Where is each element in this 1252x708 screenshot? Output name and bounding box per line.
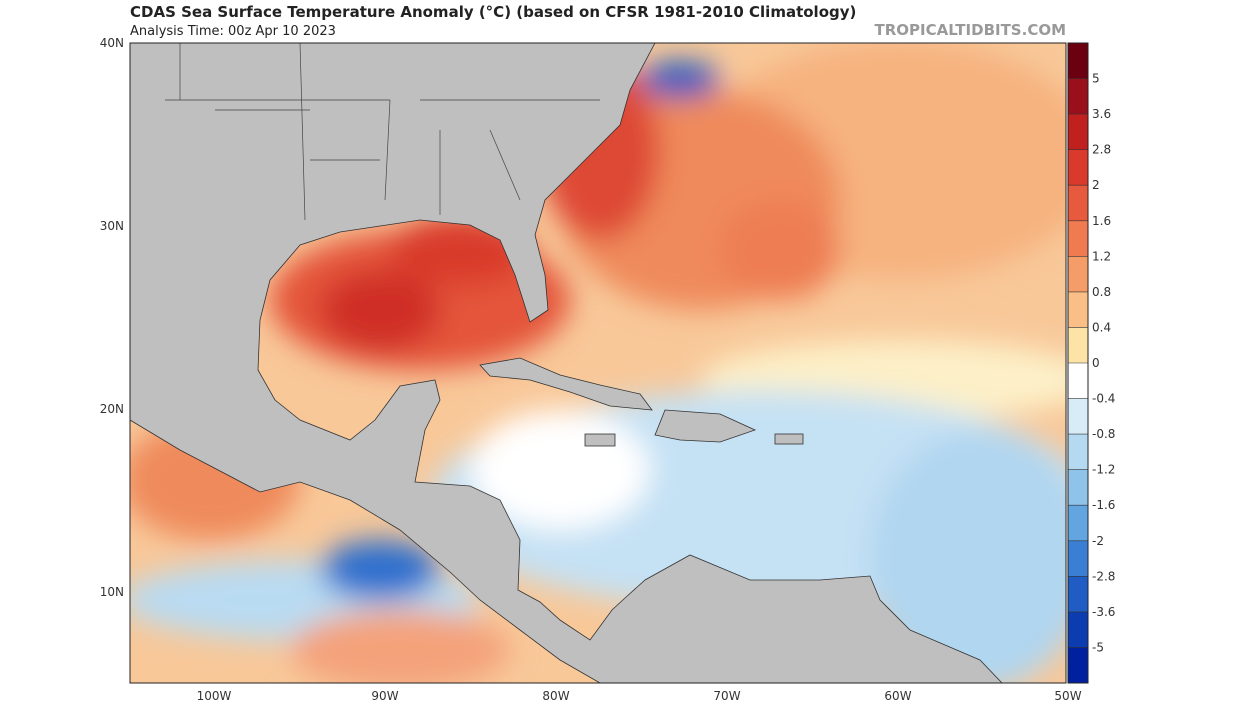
lon-label: 90W <box>371 689 398 703</box>
lat-label: 10N <box>100 585 124 599</box>
colorbar-tick-label: 5 <box>1092 72 1100 86</box>
colorbar-tick-label: -1.2 <box>1092 463 1115 477</box>
colorbar-band <box>1068 434 1088 471</box>
colorbar-band <box>1068 43 1088 80</box>
colorbar-tick-label: -0.4 <box>1092 392 1115 406</box>
colorbar-band <box>1068 256 1088 293</box>
colorbar-band <box>1068 291 1088 328</box>
colorbar-tick-label: -2 <box>1092 534 1104 548</box>
colorbar-tick-label: 0.4 <box>1092 320 1111 334</box>
lon-label: 70W <box>713 689 740 703</box>
colorbar-band <box>1068 540 1088 577</box>
lon-label: 60W <box>884 689 911 703</box>
colorbar-band <box>1068 576 1088 613</box>
lat-label: 30N <box>100 219 124 233</box>
watermark: TROPICALTIDBITS.COM <box>875 21 1067 39</box>
puerto-rico <box>774 433 804 445</box>
colorbar-band <box>1068 149 1088 186</box>
hispaniola <box>654 409 757 443</box>
colorbar-tick-label: -0.8 <box>1092 427 1115 441</box>
colorbar-band <box>1068 505 1088 542</box>
colorbar-tick-label: 2 <box>1092 178 1100 192</box>
state-lines <box>165 43 600 221</box>
colorbar-tick-label: -2.8 <box>1092 569 1115 583</box>
lon-label: 50W <box>1054 689 1081 703</box>
lat-label: 20N <box>100 402 124 416</box>
colorbar-tick-label: 0 <box>1092 356 1100 370</box>
map-frame <box>129 42 1067 684</box>
colorbar-tick-label: 1.2 <box>1092 249 1111 263</box>
lat-label: 40N <box>100 36 124 50</box>
colorbar-band <box>1068 220 1088 257</box>
colorbar-band <box>1068 398 1088 435</box>
lon-label: 80W <box>542 689 569 703</box>
colorbar-band <box>1068 114 1088 151</box>
colorbar-tick-label: -3.6 <box>1092 605 1115 619</box>
colorbar-tick-label: 2.8 <box>1092 143 1111 157</box>
title: CDAS Sea Surface Temperature Anomaly (°C… <box>130 3 856 21</box>
colorbar: 5 3.6 2.8 2 1.6 1.2 0.8 0.4 0 -0.4 -0.8 -1.2 -1.6 -2 -… <box>1067 42 1115 684</box>
colorbar-band <box>1068 327 1088 364</box>
colorbar-tick-label: 0.8 <box>1092 285 1111 299</box>
map-field <box>130 43 1066 683</box>
cuba <box>479 357 653 411</box>
colorbar-band <box>1068 647 1088 684</box>
jamaica <box>584 433 616 447</box>
colorbar-band <box>1068 363 1088 400</box>
subtitle: Analysis Time: 00z Apr 10 2023 <box>130 24 336 39</box>
colorbar-tick-label: 1.6 <box>1092 214 1111 228</box>
colorbar-frame <box>1067 42 1089 684</box>
lon-label: 100W <box>197 689 232 703</box>
land <box>130 43 1003 683</box>
colorbar-band <box>1068 185 1088 222</box>
colorbar-band <box>1068 78 1088 115</box>
colorbar-tick-label: -1.6 <box>1092 498 1115 512</box>
colorbar-band <box>1068 611 1088 648</box>
colorbar-tick-label: 3.6 <box>1092 107 1111 121</box>
colorbar-band <box>1068 469 1088 506</box>
colorbar-tick-label: -5 <box>1092 640 1104 654</box>
